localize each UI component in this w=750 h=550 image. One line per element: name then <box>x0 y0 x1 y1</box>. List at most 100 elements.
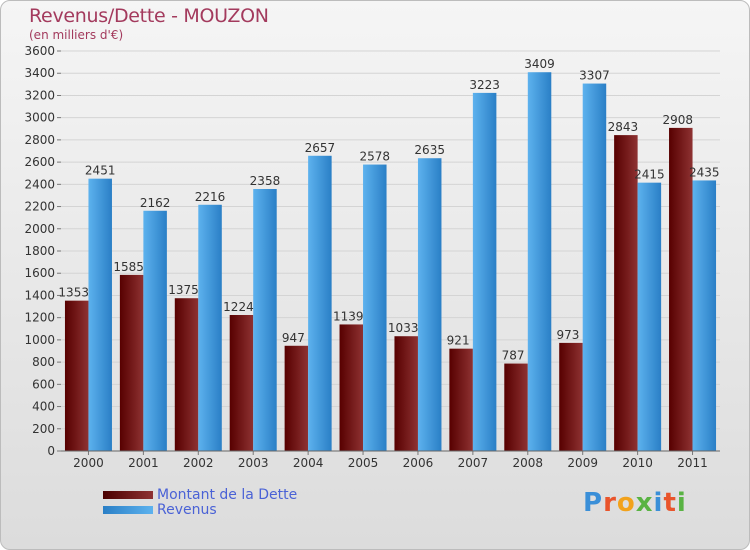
chart-subtitle: (en milliers d'€) <box>29 28 124 42</box>
data-label: 787 <box>502 349 525 363</box>
logo-letter: x <box>635 488 654 518</box>
bar-revenus <box>88 178 112 451</box>
data-label: 921 <box>447 334 470 348</box>
bar-revenus <box>253 189 277 451</box>
bar-dette <box>119 274 144 451</box>
y-tick-label: 1800 <box>24 244 55 258</box>
data-labels: 1353 2451 1585 2162 1375 2216 1224 2358 947 2657 1… <box>58 57 719 362</box>
data-label: 1224 <box>223 300 254 314</box>
y-tick-label: 3000 <box>24 111 55 125</box>
data-label: 947 <box>282 331 305 345</box>
y-tick-label: 1400 <box>24 288 55 302</box>
bar-revenus <box>363 164 387 452</box>
y-tick-label: 2600 <box>24 155 55 169</box>
bar-revenus <box>198 204 222 451</box>
y-axis-ticks: 0 200 400 600 800 1000 1200 1400 1600 1800 2000 220… <box>24 44 61 458</box>
data-label: 2216 <box>195 190 226 204</box>
bar-revenus <box>692 180 717 451</box>
data-label: 2415 <box>634 168 665 182</box>
bar-revenus <box>472 92 497 451</box>
bar-revenus <box>143 210 167 451</box>
y-tick-label: 3400 <box>24 66 55 80</box>
x-tick-label: 2000 <box>73 456 104 470</box>
bar-revenus <box>582 83 607 452</box>
bar-dette <box>64 300 89 451</box>
data-label: 2843 <box>608 120 639 134</box>
y-tick-label: 600 <box>32 377 55 391</box>
y-tick-label: 1600 <box>24 266 55 280</box>
x-tick-label: 2004 <box>293 456 324 470</box>
data-label: 1033 <box>388 321 419 335</box>
x-tick-label: 2007 <box>458 456 489 470</box>
bar-dette <box>669 127 693 451</box>
y-tick-label: 2400 <box>24 177 55 191</box>
x-tick-label: 2010 <box>622 456 653 470</box>
bars <box>64 72 717 452</box>
bar-dette <box>229 315 254 451</box>
logo-letter: i <box>676 488 687 518</box>
bar-dette <box>339 324 364 451</box>
data-label: 1375 <box>168 283 199 297</box>
y-tick-label: 800 <box>32 355 55 369</box>
bar-dette <box>504 363 528 451</box>
data-label: 2162 <box>140 196 171 210</box>
legend-label-dette: Montant de la Dette <box>157 487 298 503</box>
bar-dette <box>284 345 309 451</box>
data-label: 2908 <box>663 113 694 127</box>
y-tick-label: 3200 <box>24 88 55 102</box>
bar-revenus <box>637 182 662 451</box>
data-label: 3409 <box>524 57 555 71</box>
legend-swatch-revenus <box>103 506 153 514</box>
bar-dette <box>394 336 418 451</box>
x-tick-label: 2009 <box>567 456 598 470</box>
bar-dette <box>449 348 473 451</box>
logo-letter: i <box>653 488 664 518</box>
data-label: 2578 <box>360 150 391 164</box>
y-tick-label: 1200 <box>24 311 55 325</box>
bar-dette <box>614 135 638 451</box>
y-tick-label: 2800 <box>24 133 55 147</box>
bar-revenus <box>308 155 332 451</box>
data-label: 973 <box>557 328 580 342</box>
data-label: 2435 <box>689 165 720 179</box>
x-tick-label: 2011 <box>677 456 708 470</box>
y-tick-label: 1000 <box>24 333 55 347</box>
data-label: 2451 <box>85 164 116 178</box>
x-tick-label: 2003 <box>238 456 269 470</box>
data-label: 1585 <box>113 260 144 274</box>
x-tick-label: 2005 <box>348 456 379 470</box>
x-tick-label: 2008 <box>513 456 544 470</box>
data-label: 3307 <box>579 69 610 83</box>
legend-swatch-dette <box>103 491 153 499</box>
proxiti-logo: Proxiti <box>583 488 687 518</box>
x-tick-label: 2006 <box>403 456 434 470</box>
x-axis-ticks: 2000 2001 2002 2003 2004 2005 2006 2007 2008 2009… <box>73 451 708 470</box>
data-label: 2635 <box>414 143 445 157</box>
y-tick-label: 400 <box>32 400 55 414</box>
logo-letter: t <box>663 488 677 518</box>
y-tick-label: 200 <box>32 422 55 436</box>
y-tick-label: 2200 <box>24 200 55 214</box>
data-label: 1353 <box>58 286 89 300</box>
x-tick-label: 2002 <box>183 456 214 470</box>
logo-letter: r <box>603 488 617 518</box>
data-label: 3223 <box>469 78 500 92</box>
bar-revenus <box>527 72 552 451</box>
y-tick-label: 2000 <box>24 222 55 236</box>
bar-dette <box>559 342 583 451</box>
data-label: 1139 <box>333 309 364 323</box>
bar-revenus <box>417 158 442 451</box>
y-tick-label: 0 <box>47 444 55 458</box>
legend-label-revenus: Revenus <box>157 502 217 518</box>
logo-letter: P <box>583 488 604 518</box>
grid-lines <box>61 50 720 452</box>
y-tick-label: 3600 <box>24 44 55 58</box>
bar-dette <box>174 298 199 451</box>
data-label: 2657 <box>305 141 336 155</box>
logo-letter: o <box>616 488 636 518</box>
chart-title: Revenus/Dette - MOUZON <box>29 5 269 27</box>
data-label: 2358 <box>250 174 281 188</box>
x-tick-label: 2001 <box>128 456 159 470</box>
